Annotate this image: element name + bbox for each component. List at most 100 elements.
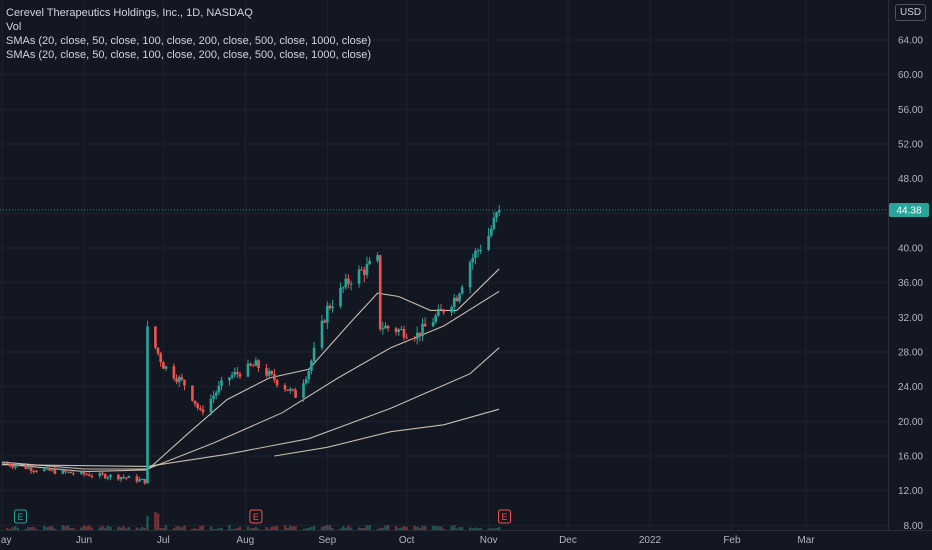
volume-bar [164,525,168,530]
candle-body [175,378,178,382]
volume-bar [233,528,236,530]
volume-bar [471,528,474,530]
candle-body [476,250,480,252]
candle-body [442,309,445,313]
volume-bar [270,526,273,530]
candle-body [48,467,51,471]
volume-bar [434,526,437,530]
volume-bar [72,527,75,530]
volume-bar [458,527,461,530]
candle-body [101,472,104,475]
y-tick-label: 28.00 [898,348,923,359]
candle-body [310,360,313,371]
candle-body [90,475,94,477]
candle-body [347,278,350,285]
candle-body [394,328,398,332]
candle-body [384,325,387,329]
candle-body [191,385,194,401]
volume-bar [109,526,112,530]
candle-body [273,373,276,380]
volume-bar [6,527,9,530]
candle-body [397,329,401,332]
candle-body [423,323,427,327]
candle-body [450,306,453,313]
y-tick-label: 36.00 [898,278,923,289]
last-price-label: 44.38 [896,206,921,217]
volume-bar [180,527,184,530]
volume-bar [312,525,316,530]
candle-body [294,389,297,398]
candle-body [365,264,369,275]
x-tick-label: Jun [76,535,92,546]
candle-body [172,366,176,379]
volume-bar [246,526,250,530]
y-tick-label: 8.00 [904,521,924,532]
volume-bar [209,526,213,530]
volume-bar [431,525,435,530]
x-tick-label: Aug [236,535,254,546]
candle-body [159,353,162,363]
candle-body [265,368,268,376]
volume-bar [135,527,139,530]
volume-bar [304,528,308,530]
volume-bar [201,525,205,530]
candle-body [378,255,382,330]
volume-bar [191,528,194,530]
candle-body [85,474,88,476]
volume-bar [394,525,398,530]
volume-bar [122,526,125,530]
volume-bar [302,528,305,530]
candle-body [492,217,496,229]
volume-bar [48,526,51,530]
y-tick-label: 64.00 [898,36,923,47]
volume-bar [127,527,131,530]
candle-body [487,235,490,250]
volume-bar [125,528,128,530]
candle-body [127,476,131,478]
volume-bar [177,526,181,530]
volume-bar [32,526,35,530]
candle-body [29,467,33,471]
volume-bar [386,525,390,530]
currency-button[interactable]: USD [895,4,927,21]
candle-body [376,255,379,261]
candle-body [339,287,342,307]
candle-body [468,262,472,288]
volume-bar [437,526,440,530]
candle-body [328,305,332,309]
volume-bar [43,525,46,530]
candle-body [270,371,274,374]
candle-body [162,362,165,369]
volume-bar [495,527,498,530]
candle-body [236,371,239,374]
volume-bar [286,527,289,530]
volume-bar [101,525,104,530]
candle-body [193,400,197,404]
candle-body [246,363,250,377]
volume-bar [402,526,406,530]
candle-body [53,469,57,474]
candle-body [431,322,435,327]
candle-body [304,379,308,384]
candle-body [360,269,363,271]
candle-body [326,305,329,323]
candle-body [5,462,9,464]
volume-bar [80,527,83,530]
y-tick-label: 56.00 [898,105,923,116]
volume-bar [196,528,199,530]
volume-bar [326,525,329,530]
volume-bar [468,527,472,530]
sma-line-2 [1,290,500,470]
candle-body [254,360,258,366]
x-tick-label: Feb [723,535,741,546]
candle-body [117,474,120,480]
candle-body [249,363,252,366]
candle-body [267,371,271,376]
earnings-marker [14,509,28,524]
candle-body [45,467,49,470]
volume-bar [275,526,279,530]
volume-bar [27,527,30,530]
candle-body [357,269,361,284]
volume-bar [138,528,141,530]
